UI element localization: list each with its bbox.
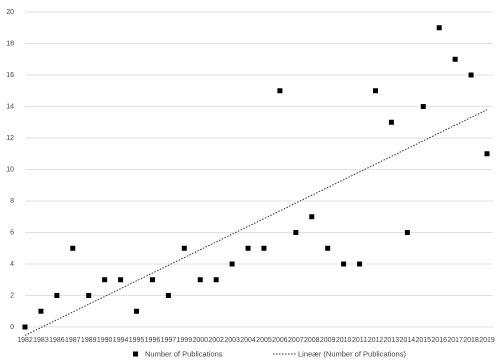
x-tick-label: 1983	[33, 337, 49, 344]
data-point	[452, 56, 458, 62]
data-point	[436, 25, 442, 31]
y-tick-label: 14	[6, 103, 14, 110]
data-point	[261, 245, 267, 251]
data-point	[22, 324, 28, 330]
x-tick-label: 2015	[415, 337, 431, 344]
data-point	[86, 293, 92, 298]
data-point	[372, 88, 378, 94]
x-tick-label: 2017	[447, 337, 463, 344]
x-tick-label: 1996	[145, 337, 161, 344]
x-tick-label: 1999	[177, 337, 193, 344]
data-point	[229, 261, 235, 267]
x-tick-label: 2011	[352, 337, 367, 344]
data-point	[38, 308, 44, 314]
x-tick-label: 2006	[272, 337, 288, 344]
y-tick-label: 16	[6, 72, 14, 79]
x-tick-label: 2018	[463, 337, 479, 344]
x-tick-label: 1986	[49, 337, 65, 344]
data-point	[213, 277, 219, 283]
data-point	[277, 88, 283, 94]
y-tick-label: 2	[10, 292, 14, 299]
data-point	[484, 151, 490, 157]
data-point	[293, 230, 299, 235]
y-tick-label: 6	[10, 229, 14, 236]
data-point	[118, 277, 124, 283]
y-tick-label: 20	[6, 9, 14, 16]
legend-label: Lineær (Number of Publications)	[298, 349, 406, 358]
data-point	[404, 230, 410, 235]
x-tick-label: 1997	[161, 337, 177, 344]
data-point	[197, 277, 203, 283]
x-tick-label: 2009	[320, 337, 336, 344]
legend-marker	[133, 351, 138, 357]
x-tick-label: 2019	[479, 337, 495, 344]
data-point	[165, 293, 171, 298]
data-point	[357, 261, 363, 267]
trendline	[24, 109, 488, 336]
x-tick-label: 2012	[368, 337, 384, 344]
x-tick-label: 1982	[17, 337, 33, 344]
data-point	[54, 293, 60, 298]
x-tick-label: 1990	[97, 337, 113, 344]
data-point	[341, 261, 347, 267]
x-tick-label: 2007	[288, 337, 304, 344]
x-tick-label: 1987	[65, 337, 81, 344]
x-tick-label: 2008	[304, 337, 320, 344]
x-tick-label: 2000	[192, 337, 208, 344]
data-point	[181, 245, 187, 251]
y-tick-label: 4	[10, 261, 14, 268]
data-point	[388, 119, 394, 125]
x-tick-label: 2010	[336, 337, 352, 344]
data-point	[468, 72, 474, 78]
x-tick-label: 2014	[400, 337, 416, 344]
x-tick-label: 2002	[208, 337, 224, 344]
y-tick-label: 18	[6, 40, 14, 47]
y-tick-label: 10	[6, 166, 14, 173]
x-tick-label: 2005	[256, 337, 272, 344]
y-tick-label: 12	[6, 135, 14, 142]
data-point	[149, 277, 155, 283]
x-tick-label: 1995	[129, 337, 145, 344]
x-tick-label: 1994	[113, 337, 129, 344]
y-tick-label: 8	[10, 198, 14, 205]
data-point	[245, 245, 251, 251]
x-tick-label: 2013	[384, 337, 400, 344]
data-point	[309, 214, 315, 220]
data-point	[325, 245, 331, 251]
x-tick-label: 2016	[431, 337, 447, 344]
x-tick-label: 2004	[240, 337, 256, 344]
data-point	[102, 277, 108, 283]
legend-label: Number of Publications	[145, 349, 223, 358]
x-tick-label: 2003	[224, 337, 240, 344]
data-point	[420, 104, 426, 109]
data-point	[134, 308, 140, 314]
y-tick-label: 0	[10, 324, 14, 331]
x-tick-label: 1989	[81, 337, 97, 344]
data-point	[70, 245, 76, 251]
